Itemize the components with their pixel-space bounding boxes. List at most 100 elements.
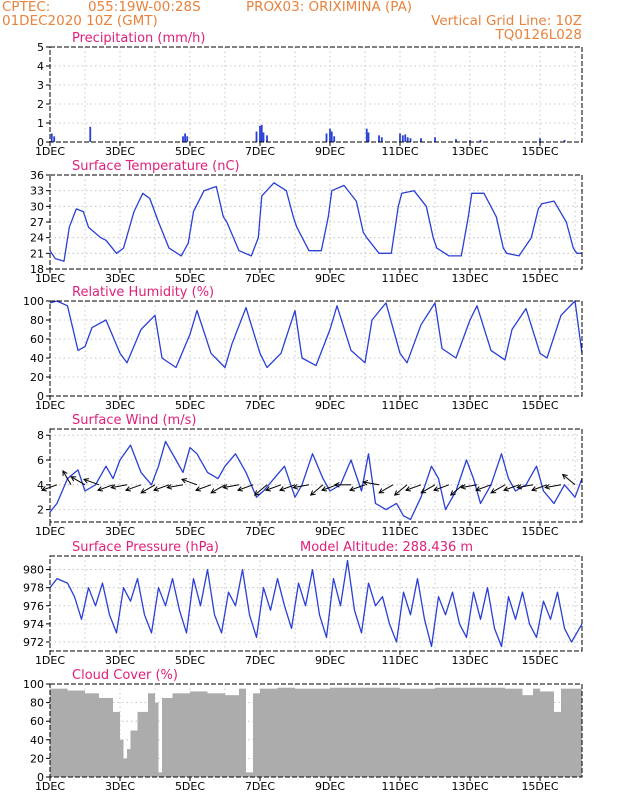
y-tick-label: 978 [23, 582, 44, 595]
wind-vector [321, 484, 338, 491]
x-tick-label: 1DEC [35, 780, 65, 793]
cloud-bar [207, 693, 225, 777]
x-tick-label: 13DEC [451, 654, 488, 667]
wind-vector-head [292, 484, 299, 490]
x-tick-label: 13DEC [451, 272, 488, 285]
x-tick-label: 5DEC [175, 654, 205, 667]
y-tick-label: 20 [30, 371, 44, 384]
series-line [49, 182, 582, 262]
cloud-bar [155, 702, 159, 777]
y-tick-label: 40 [30, 734, 44, 747]
precip-bar [53, 136, 56, 142]
x-tick-label: 7DEC [245, 654, 275, 667]
wind-vector-head [110, 484, 117, 490]
cloud-bar [575, 688, 582, 777]
precip-bar [455, 139, 457, 142]
x-tick-label: 13DEC [451, 780, 488, 793]
panel-frame [49, 46, 583, 143]
y-tick-label: 80 [30, 314, 44, 327]
precip-bar [329, 128, 331, 142]
header-source: CPTEC: [2, 0, 51, 15]
x-tick-label: 13DEC [451, 145, 488, 158]
x-tick-label: 15DEC [521, 399, 558, 412]
wind-vector-head [362, 479, 369, 486]
wind-vector [125, 484, 142, 491]
wind-vector [420, 484, 436, 494]
y-tick-label: 2 [37, 504, 44, 517]
cloud-bar [172, 693, 190, 777]
wind-vector-head [180, 478, 187, 484]
wind-vector [405, 484, 422, 491]
cloud-bar [277, 687, 295, 777]
wind-vector-head [460, 484, 467, 490]
wind-vector-head [236, 486, 243, 492]
x-tick-label: 15DEC [521, 145, 558, 158]
cloud-bar [522, 695, 533, 777]
wind-vector [475, 484, 492, 491]
y-tick-label: 8 [37, 429, 44, 442]
y-tick-label: 974 [23, 618, 44, 631]
panel-frame [49, 428, 583, 523]
y-tick-label: 976 [23, 600, 44, 613]
precip-bar [399, 133, 401, 142]
wind-vector [503, 484, 520, 491]
panel-frame [49, 300, 583, 397]
precip-bar [186, 136, 189, 142]
x-tick-label: 7DEC [245, 780, 275, 793]
wind-vector [62, 470, 72, 486]
wind-vector-head [152, 486, 159, 492]
panel-frame [49, 174, 583, 270]
wind-vector [167, 484, 184, 489]
wind-vector [181, 478, 198, 486]
header-run-time: 01DEC2020 10Z (GMT) [2, 13, 158, 29]
panel-title: Surface Temperature (nC) [72, 159, 240, 174]
wind-vector-head [530, 486, 537, 492]
wind-vector [378, 484, 394, 494]
precip-bar [469, 140, 471, 142]
y-tick-label: 27 [30, 216, 44, 229]
wind-vector [349, 484, 366, 491]
precip-bar [434, 137, 436, 142]
wind-vector-head [96, 486, 103, 492]
wind-vector [545, 484, 562, 489]
cloud-bar [50, 688, 68, 777]
wind-vector [433, 484, 450, 491]
x-tick-label: 5DEC [175, 780, 205, 793]
x-tick-label: 7DEC [245, 525, 275, 538]
series-line [49, 300, 583, 369]
y-tick-label: 100 [23, 295, 44, 308]
precip-bar [333, 136, 336, 142]
y-tick-label: 60 [30, 715, 44, 728]
cloud-bar [162, 697, 173, 777]
x-tick-label: 3DEC [105, 525, 135, 538]
precip-bar [406, 137, 409, 142]
x-tick-label: 9DEC [315, 780, 345, 793]
x-tick-label: 15DEC [521, 525, 558, 538]
y-tick-label: 33 [30, 185, 44, 198]
x-tick-label: 11DEC [381, 654, 418, 667]
wind-vector [265, 484, 282, 491]
cloud-bar [190, 691, 208, 777]
wind-vector-head [393, 490, 400, 496]
y-tick-label: 0 [37, 390, 44, 403]
panel-frame [49, 683, 583, 778]
x-tick-label: 5DEC [175, 145, 205, 158]
wind-vector [111, 484, 128, 489]
cloud-bar [554, 711, 561, 777]
x-tick-label: 1DEC [35, 654, 65, 667]
cloud-bar [400, 688, 435, 777]
cloud-bar [67, 690, 85, 777]
y-tick-label: 20 [30, 752, 44, 765]
y-tick-label: 36 [30, 169, 44, 182]
cloud-bar [130, 730, 138, 777]
x-tick-label: 3DEC [105, 145, 135, 158]
precip-bar [184, 133, 186, 142]
cloud-bar [127, 749, 131, 777]
y-tick-label: 24 [30, 232, 44, 245]
wind-vector [210, 484, 226, 494]
x-tick-label: 11DEC [381, 399, 418, 412]
wind-vector [83, 478, 100, 486]
series-line [49, 559, 583, 648]
x-tick-label: 15DEC [521, 780, 558, 793]
x-tick-label: 5DEC [175, 272, 205, 285]
